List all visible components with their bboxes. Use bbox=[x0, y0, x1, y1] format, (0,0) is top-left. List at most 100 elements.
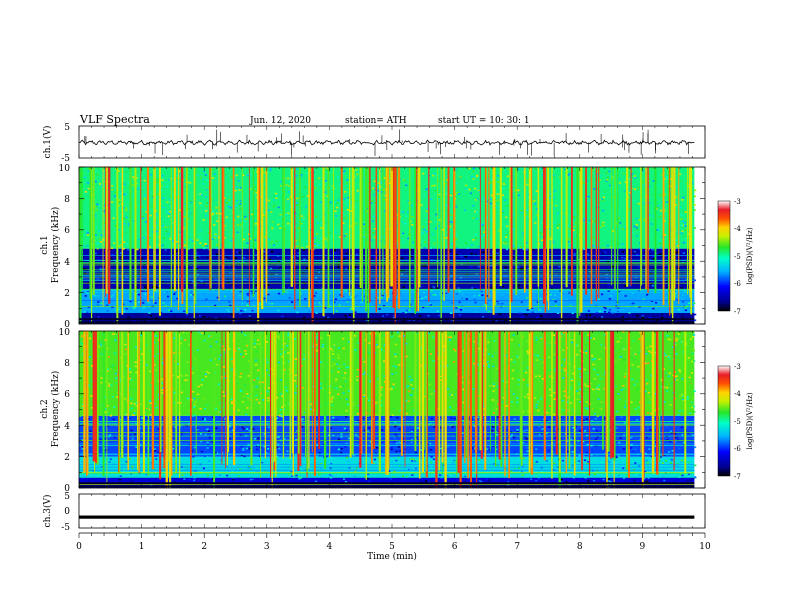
spectrogram-cell bbox=[621, 251, 625, 253]
spectrogram-cell bbox=[82, 268, 85, 270]
spectrogram-cell bbox=[538, 201, 541, 203]
spectrogram-cell bbox=[490, 194, 494, 197]
spectrogram-cell bbox=[225, 465, 228, 468]
spectrogram-cell bbox=[329, 242, 332, 245]
spectrogram-cell bbox=[653, 180, 656, 182]
spectrogram-cell bbox=[552, 241, 555, 244]
spectrogram-cell bbox=[236, 224, 239, 226]
spectrogram-cell bbox=[671, 397, 674, 399]
spectrogram-cell bbox=[281, 315, 284, 318]
spectrogram-cell bbox=[138, 187, 142, 190]
spectrogram-cell bbox=[533, 413, 536, 415]
spectrogram-cell bbox=[591, 354, 594, 357]
spectrogram-cell bbox=[119, 475, 122, 478]
spectrogram-cell bbox=[316, 401, 319, 404]
spectrogram-cell bbox=[665, 292, 669, 295]
spectrogram-burst bbox=[640, 167, 642, 291]
spectrogram-cell bbox=[574, 237, 577, 240]
spectrogram-cell bbox=[648, 350, 651, 353]
spectrogram-cell bbox=[520, 268, 523, 270]
spectrogram-cell bbox=[221, 345, 225, 348]
spectrogram-cell bbox=[331, 365, 334, 368]
spectrogram-cell bbox=[106, 404, 109, 407]
spectrogram-cell bbox=[373, 304, 377, 306]
spectrogram-cell bbox=[454, 393, 457, 396]
spectrogram-cell bbox=[157, 427, 161, 430]
spectrogram-cell bbox=[572, 437, 575, 439]
spectrogram-cell bbox=[411, 393, 414, 396]
spectrogram-cell bbox=[106, 181, 109, 184]
spectrogram-cell bbox=[327, 316, 330, 319]
spectrogram-cell bbox=[634, 448, 637, 451]
spectrogram-cell bbox=[687, 486, 691, 488]
spectrogram-cell bbox=[621, 228, 625, 230]
spectrogram-cell bbox=[468, 188, 471, 191]
spectrogram-cell bbox=[438, 314, 441, 317]
spectrogram-cell bbox=[501, 245, 504, 247]
spectrogram-cell bbox=[602, 478, 605, 481]
spectrogram-cell bbox=[228, 425, 232, 427]
spectrogram-cell bbox=[490, 178, 493, 181]
spectrogram-cell bbox=[427, 443, 430, 446]
spectrogram-cell bbox=[325, 275, 328, 278]
spectrogram-cell bbox=[409, 177, 412, 180]
spectrogram-cell bbox=[133, 178, 136, 181]
spectrogram-cell bbox=[530, 309, 533, 311]
spectrogram-cell bbox=[583, 368, 586, 371]
spectrogram-cell bbox=[202, 219, 205, 221]
spectrogram-cell bbox=[501, 294, 504, 297]
spectrogram-burst bbox=[510, 167, 513, 303]
spectrogram-cell bbox=[192, 466, 195, 469]
spectrogram-cell bbox=[215, 212, 218, 215]
spectrogram-cell bbox=[548, 228, 551, 230]
spectrogram-cell bbox=[334, 298, 337, 301]
spectrogram-cell bbox=[345, 409, 348, 412]
spectrogram-cell bbox=[553, 357, 556, 359]
spectrogram-burst bbox=[193, 167, 195, 324]
spectrogram-cell bbox=[271, 381, 274, 383]
spectrogram-cell bbox=[105, 449, 108, 451]
spectrogram-cell bbox=[207, 248, 210, 251]
spectrogram-cell bbox=[457, 287, 460, 289]
spectrogram-cell bbox=[192, 479, 196, 482]
spectrogram-cell bbox=[340, 435, 343, 438]
spectrogram-cell bbox=[402, 452, 405, 454]
spectrogram-cell bbox=[505, 248, 509, 251]
spectrogram-cell bbox=[411, 429, 414, 431]
spectrogram-cell bbox=[423, 228, 426, 231]
spectrogram-cell bbox=[610, 295, 613, 297]
spectrogram-cell bbox=[207, 182, 210, 184]
spectrogram-cell bbox=[383, 245, 386, 248]
spectrogram-cell bbox=[419, 244, 422, 247]
spectrogram-cell bbox=[199, 193, 202, 196]
spectrogram-cell bbox=[578, 432, 581, 434]
spectrogram-cell bbox=[130, 397, 134, 400]
spectrogram-cell bbox=[253, 339, 256, 341]
spectrogram-cell bbox=[84, 334, 88, 336]
ch1-spectrogram-ylabel: Frequency (kHz) bbox=[50, 207, 61, 284]
spectrogram-cell bbox=[452, 348, 456, 351]
spectrogram-cell bbox=[402, 398, 406, 401]
spectrogram-cell bbox=[602, 224, 605, 227]
spectrogram-cell bbox=[480, 291, 483, 293]
ch1-colorbar-label: log(PSD)(V²/Hz) bbox=[746, 227, 754, 284]
spectrogram-cell bbox=[316, 444, 319, 447]
spectrogram-cell bbox=[483, 222, 486, 225]
spectrogram-cell bbox=[229, 430, 232, 432]
spectrogram-cell bbox=[306, 195, 309, 197]
spectrogram-cell bbox=[586, 339, 589, 342]
spectrogram-cell bbox=[80, 461, 84, 463]
spectrogram-cell bbox=[118, 478, 122, 481]
ch1-spectrogram-image bbox=[79, 167, 705, 324]
spectrogram-cell bbox=[672, 274, 675, 276]
spectrogram-cell bbox=[593, 220, 596, 223]
spectrogram-cell bbox=[390, 387, 393, 390]
spectrogram-cell bbox=[565, 298, 568, 301]
spectrogram-cell bbox=[451, 315, 454, 317]
spectrogram-cell bbox=[473, 298, 476, 301]
spectrogram-cell bbox=[522, 457, 525, 460]
spectrogram-cell bbox=[420, 285, 423, 288]
spectrogram-cell bbox=[349, 296, 353, 298]
spectrogram-cell bbox=[526, 195, 529, 197]
spectrogram-cell bbox=[168, 271, 172, 274]
